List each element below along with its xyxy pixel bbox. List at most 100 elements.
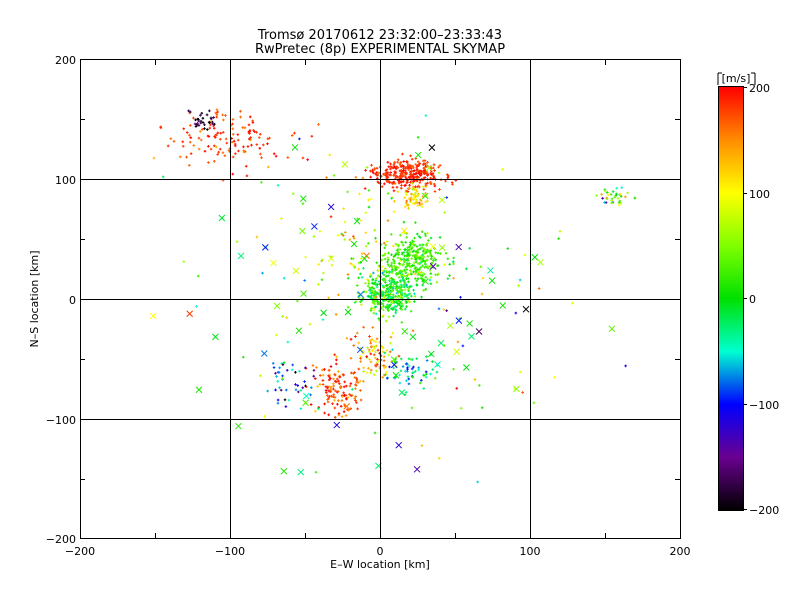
plus-marker xyxy=(185,131,189,134)
plus-marker xyxy=(506,247,510,250)
plus-marker xyxy=(405,277,408,281)
plus-marker xyxy=(374,356,377,360)
plus-marker xyxy=(388,304,392,307)
plus-marker xyxy=(327,374,330,378)
plus-marker xyxy=(558,229,562,233)
plus-marker xyxy=(407,168,411,172)
plus-marker xyxy=(403,268,406,272)
plus-marker xyxy=(224,137,228,141)
plus-marker xyxy=(408,164,412,167)
plus-marker xyxy=(370,281,374,285)
plus-marker xyxy=(213,122,216,126)
plus-marker xyxy=(375,285,379,289)
plus-marker xyxy=(366,346,369,350)
cross-marker xyxy=(437,339,445,347)
cross-marker xyxy=(344,308,352,316)
plus-marker xyxy=(296,299,299,303)
plus-marker xyxy=(422,172,426,176)
plus-marker xyxy=(418,381,422,385)
plus-marker xyxy=(432,163,436,167)
cross-marker xyxy=(425,164,433,172)
plus-marker xyxy=(422,247,426,251)
plus-marker xyxy=(383,257,387,261)
plus-marker xyxy=(244,164,248,168)
plus-marker xyxy=(445,309,448,312)
plus-marker xyxy=(429,249,432,252)
plus-marker xyxy=(407,293,410,296)
plus-marker xyxy=(435,280,439,284)
plus-marker xyxy=(414,185,417,189)
plus-marker xyxy=(372,294,376,297)
plus-marker xyxy=(281,315,284,318)
plus-marker xyxy=(363,187,367,190)
plus-marker xyxy=(408,285,411,289)
plus-marker xyxy=(399,288,403,291)
plus-marker xyxy=(409,270,413,274)
plus-marker xyxy=(310,386,313,389)
plus-marker xyxy=(338,375,342,379)
plus-marker xyxy=(423,169,426,173)
cross-marker xyxy=(341,161,349,168)
plus-marker xyxy=(217,150,220,154)
plus-marker xyxy=(311,364,315,367)
plus-marker xyxy=(389,171,392,174)
plus-marker xyxy=(213,144,216,148)
plus-marker xyxy=(266,165,270,169)
plus-marker xyxy=(344,414,348,417)
plus-marker xyxy=(411,375,415,379)
plus-marker xyxy=(304,384,307,388)
cross-marker xyxy=(299,195,307,203)
plus-marker xyxy=(285,368,289,372)
plus-marker xyxy=(412,365,415,369)
plus-marker xyxy=(416,232,419,236)
plus-marker xyxy=(333,396,337,399)
colorbar-tick-label: −100 xyxy=(749,399,779,412)
plus-marker xyxy=(404,175,407,179)
plus-marker xyxy=(215,133,218,137)
plus-marker xyxy=(411,329,415,333)
plus-marker xyxy=(218,147,222,151)
plus-marker xyxy=(416,273,420,276)
plus-marker xyxy=(357,296,361,300)
plus-marker xyxy=(381,302,385,306)
plus-marker xyxy=(412,264,416,267)
plus-marker xyxy=(606,193,610,197)
plus-marker xyxy=(367,198,370,202)
colorbar-gradient xyxy=(719,87,743,510)
plus-marker xyxy=(438,188,441,191)
plus-marker xyxy=(371,349,374,352)
plus-marker xyxy=(411,250,415,254)
plus-marker xyxy=(614,194,618,197)
plus-marker xyxy=(418,243,422,247)
plus-marker xyxy=(257,136,261,139)
plus-marker xyxy=(416,160,420,164)
plus-marker xyxy=(403,184,407,187)
plus-marker xyxy=(410,169,414,173)
plus-marker xyxy=(249,136,252,139)
plus-marker xyxy=(235,240,239,243)
plus-marker xyxy=(401,152,404,156)
cross-marker xyxy=(401,327,409,335)
plus-marker xyxy=(374,312,378,316)
plus-marker xyxy=(282,276,286,280)
plus-marker xyxy=(349,356,353,360)
plus-marker xyxy=(395,175,398,178)
plus-marker xyxy=(405,235,409,239)
plus-marker xyxy=(337,399,340,402)
plus-marker xyxy=(367,242,370,245)
plus-marker xyxy=(370,286,374,289)
plus-marker xyxy=(473,378,477,381)
plus-marker xyxy=(334,313,338,316)
plus-marker xyxy=(410,181,414,185)
plus-marker xyxy=(392,314,395,318)
plus-marker xyxy=(407,382,411,386)
plus-marker xyxy=(387,309,390,312)
plus-marker xyxy=(398,381,402,385)
plus-marker xyxy=(403,281,407,284)
plus-marker xyxy=(396,256,400,260)
plus-marker xyxy=(349,262,353,265)
plus-marker xyxy=(419,261,423,265)
plus-marker xyxy=(308,322,312,326)
plus-marker xyxy=(362,366,365,370)
plus-marker xyxy=(377,181,380,184)
